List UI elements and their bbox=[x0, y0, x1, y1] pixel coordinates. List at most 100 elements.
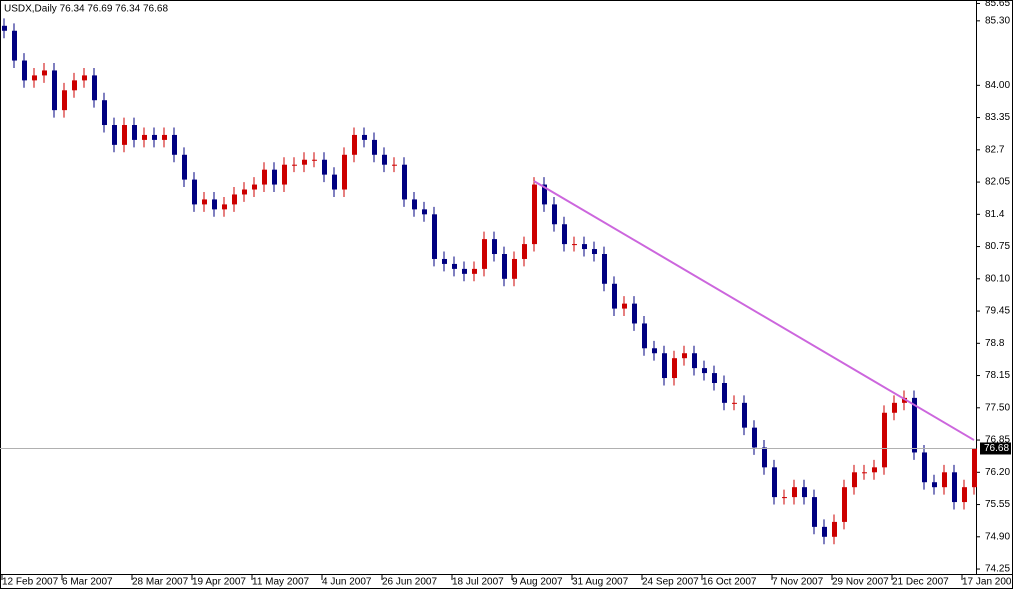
candle-body bbox=[82, 75, 87, 81]
candle-body bbox=[232, 194, 237, 205]
candle-body bbox=[52, 70, 57, 111]
x-tick-label: 29 Nov 2007 bbox=[832, 577, 889, 588]
candle-body bbox=[152, 134, 157, 140]
candle-body bbox=[92, 75, 97, 101]
candle-body bbox=[132, 125, 137, 140]
candle-body bbox=[12, 30, 17, 61]
candle-body bbox=[842, 487, 847, 522]
x-tick-label: 11 May 2007 bbox=[252, 577, 310, 588]
candle-body bbox=[532, 184, 537, 245]
price-label-box bbox=[980, 442, 1011, 455]
candle-body bbox=[472, 268, 477, 274]
candle-body bbox=[312, 159, 317, 161]
candle-body bbox=[612, 283, 617, 309]
y-tick-label: 74.25 bbox=[985, 564, 1010, 575]
candle-body bbox=[692, 353, 697, 369]
x-tick-label: 21 Dec 2007 bbox=[892, 577, 949, 588]
x-tick-label: 17 Jan 2008 bbox=[962, 577, 1013, 588]
candle-body bbox=[22, 60, 27, 81]
candle-body bbox=[582, 244, 587, 250]
y-tick-label: 74.90 bbox=[985, 531, 1010, 542]
candle-body bbox=[272, 169, 277, 185]
candle-body bbox=[712, 373, 717, 383]
candle-body bbox=[412, 199, 417, 210]
chart-title: USDX,Daily 76.34 76.69 76.34 76.68 bbox=[4, 4, 168, 15]
candle-body bbox=[632, 303, 637, 324]
x-tick-label: 9 Aug 2007 bbox=[512, 577, 563, 588]
y-tick-label: 79.45 bbox=[985, 306, 1010, 317]
y-tick-label: 82.7 bbox=[985, 144, 1005, 155]
candle-body bbox=[522, 244, 527, 259]
candle-body bbox=[732, 402, 737, 404]
candle-body bbox=[862, 472, 867, 474]
candle-body bbox=[442, 258, 447, 264]
y-tick-label: 77.50 bbox=[985, 402, 1010, 413]
candle-body bbox=[792, 487, 797, 498]
candle-body bbox=[852, 472, 857, 488]
x-tick-label: 26 Jun 2007 bbox=[382, 577, 437, 588]
y-tick-label: 85.30 bbox=[985, 15, 1010, 26]
candle-body bbox=[142, 134, 147, 140]
candle-body bbox=[922, 452, 927, 483]
candle-body bbox=[432, 214, 437, 259]
x-tick-label: 19 Apr 2007 bbox=[192, 577, 246, 588]
candle-body bbox=[662, 353, 667, 379]
candle-body bbox=[592, 249, 597, 255]
y-tick-label: 75.55 bbox=[985, 499, 1010, 510]
candle-body bbox=[392, 164, 397, 166]
candle-body bbox=[102, 100, 107, 126]
candle-body bbox=[762, 447, 767, 468]
x-tick-label: 31 Aug 2007 bbox=[572, 577, 629, 588]
candle-body bbox=[72, 80, 77, 91]
y-tick-label: 83.35 bbox=[985, 112, 1010, 123]
y-tick-label: 81.4 bbox=[985, 209, 1005, 220]
candle-body bbox=[162, 134, 167, 140]
y-tick-label: 78.8 bbox=[985, 338, 1005, 349]
candle-body bbox=[332, 174, 337, 190]
x-tick-label: 24 Sep 2007 bbox=[642, 577, 699, 588]
candle-body bbox=[402, 164, 407, 200]
candle-body bbox=[492, 239, 497, 255]
y-tick-label: 84.00 bbox=[985, 80, 1010, 91]
candle-body bbox=[722, 382, 727, 403]
candle-body bbox=[672, 358, 677, 379]
candle-body bbox=[702, 368, 707, 374]
candle-body bbox=[972, 448, 977, 488]
candle-body bbox=[822, 526, 827, 537]
x-tick-label: 18 Jul 2007 bbox=[452, 577, 504, 588]
candle-body bbox=[742, 402, 747, 428]
candle-body bbox=[222, 204, 227, 210]
candle-body bbox=[502, 254, 507, 279]
candle-body bbox=[202, 199, 207, 205]
candle-body bbox=[912, 397, 917, 453]
candle-body bbox=[192, 179, 197, 205]
candle-body bbox=[602, 254, 607, 284]
candle-body bbox=[552, 204, 557, 225]
candle-body bbox=[282, 164, 287, 185]
candle-body bbox=[362, 134, 367, 140]
candle-body bbox=[572, 244, 577, 246]
candle-body bbox=[62, 90, 67, 111]
y-tick-label: 76.20 bbox=[985, 467, 1010, 478]
candle-body bbox=[802, 487, 807, 498]
candle-body bbox=[872, 467, 877, 473]
y-tick-label: 78.15 bbox=[985, 370, 1010, 381]
candle-body bbox=[642, 323, 647, 349]
candle-body bbox=[952, 472, 957, 503]
candle-body bbox=[652, 348, 657, 354]
candle-body bbox=[2, 25, 7, 31]
candle-body bbox=[322, 159, 327, 175]
candle-body bbox=[462, 268, 467, 274]
trendline bbox=[533, 180, 975, 441]
y-tick-label: 82.05 bbox=[985, 177, 1010, 188]
candle-body bbox=[882, 412, 887, 468]
candle-body bbox=[782, 497, 787, 499]
candle-body bbox=[262, 169, 267, 185]
candle-body bbox=[242, 189, 247, 195]
candle-body bbox=[542, 184, 547, 205]
candle-body bbox=[902, 397, 907, 403]
x-tick-label: 7 Nov 2007 bbox=[772, 577, 824, 588]
candle-body bbox=[372, 139, 377, 155]
